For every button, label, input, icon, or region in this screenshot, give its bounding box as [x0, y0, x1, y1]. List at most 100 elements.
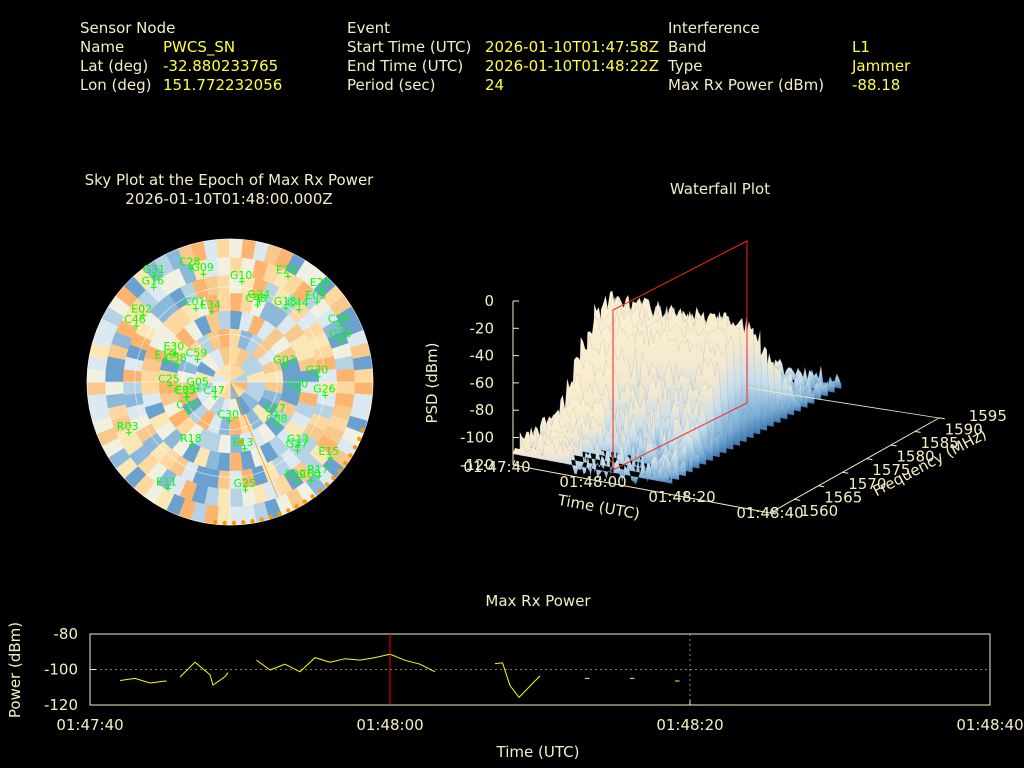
skyplot-satellite-marker [208, 308, 215, 315]
waterfall-x-tick [598, 475, 602, 482]
skyplot-satellite-marker [295, 442, 302, 449]
skyplot-satellite-marker [174, 361, 181, 368]
skyplot-satellite-label: R03 [117, 420, 139, 433]
waterfall-z-tick-label: -100 [460, 429, 494, 447]
maxpower-series-line [119, 677, 167, 684]
skyplot-cell [122, 381, 142, 396]
skyplot-satellite-marker [195, 385, 202, 392]
waterfall-y-tick-label: 1585 [921, 434, 959, 452]
skyplot-cell [140, 381, 160, 396]
event-period-value: 24 [485, 76, 505, 94]
waterfall-x-tick [683, 491, 687, 498]
maxpower-x-tick-label: 01:48:40 [956, 716, 1023, 734]
skyplot-obstruction-point [294, 504, 299, 509]
waterfall-y-tick-label: 1560 [800, 502, 838, 520]
skyplot-satellite-label: C48 [246, 292, 268, 305]
skyplot-obstruction-point [360, 428, 365, 433]
skyplot-obstruction-point [286, 508, 291, 513]
sensor-lon-value: 151.772232056 [163, 76, 283, 94]
skyplot-satellite-marker [226, 417, 233, 424]
skyplot-satellite-label: E24 [310, 276, 331, 289]
sensor-name-value: PWCS_SN [163, 38, 236, 56]
sensor-name-label: Name [80, 38, 125, 56]
waterfall-x-tick-label: 01:48:20 [648, 488, 715, 506]
waterfall-x-axis [512, 464, 771, 514]
skyplot-obstruction-point [302, 499, 307, 504]
skyplot-cell [104, 381, 124, 396]
skyplot-cell [354, 368, 374, 383]
skyplot-satellite-marker [133, 322, 140, 329]
skyplot-satellite-marker [172, 350, 179, 357]
skyplot-satellite-label: E27 [265, 402, 286, 415]
skyplot-satellite-marker [163, 358, 170, 365]
interference-type-value: Jammer [852, 57, 911, 75]
skyplot-obstruction-point [343, 461, 348, 466]
skyplot-satellite-label: E15 [318, 445, 339, 458]
skyplot-cell [216, 256, 231, 276]
skyplot-satellite-marker [273, 412, 280, 419]
skyplot-satellite-marker [254, 302, 261, 309]
skyplot-satellite-label: C59 [186, 347, 208, 360]
waterfall-y-tick [818, 485, 825, 488]
maxpower-x-axis-label: Time (UTC) [496, 743, 580, 761]
waterfall-z-tick-label: -80 [470, 401, 495, 419]
skyplot-satellite-label: C60 [299, 467, 321, 480]
skyplot-satellite-marker [165, 485, 172, 492]
maxpower-x-tick-label: 01:47:40 [56, 716, 123, 734]
skyplot-satellite-marker [314, 373, 321, 380]
skyplot-satellite-marker [293, 477, 300, 484]
skyplot-satellite-label: C30 [217, 408, 239, 421]
skyplot-cell [216, 274, 231, 294]
waterfall-y-tick [794, 498, 801, 501]
skyplot-satellite-label: E30 [163, 340, 184, 353]
skyplot-satellite-label: C01 [184, 296, 206, 309]
skyplot-satellite-label: G25 [234, 477, 257, 490]
skyplot-satellite-label: E20 [276, 263, 297, 276]
skyplot-satellite-label: E05 [305, 289, 326, 302]
waterfall-x-tick [769, 507, 773, 514]
skyplot-satellite-marker [125, 429, 132, 436]
waterfall-epoch-plane [612, 240, 748, 471]
skyplot-obstruction-point [277, 511, 282, 517]
skyplot-satellite-marker [294, 447, 301, 454]
waterfall-y-tick-label: 1575 [872, 461, 910, 479]
skyplot-satellite-label: C28 [179, 256, 201, 269]
event-start-label: Start Time (UTC) [347, 38, 472, 56]
maxpower-x-tick-label: 01:48:00 [356, 716, 423, 734]
skyplot-cell [229, 238, 244, 258]
sensor-heading: Sensor Node [80, 19, 176, 37]
waterfall-x-axis-label: Time (UTC) [555, 491, 641, 523]
maxpower-series-line [256, 653, 436, 673]
skyplot-satellite-marker [296, 306, 303, 313]
event-start-value: 2026-01-10T01:47:58Z [485, 38, 659, 56]
skyplot-cell [336, 381, 356, 396]
maxpower-y-axis-label: Power (dBm) [6, 622, 24, 718]
skyplot-satellite-marker [140, 312, 147, 319]
skyplot-bearing-line [229, 381, 279, 499]
skyplot-satellite-marker [308, 477, 315, 484]
skyplot-cell [86, 381, 106, 396]
waterfall-back-edge [747, 387, 940, 419]
skyplot-obstruction-point [356, 436, 362, 442]
skyplot-satellite-label: G09 [191, 261, 214, 274]
skyplot-satellite-label: E19 [155, 348, 176, 361]
skyplot-obstruction-point [250, 518, 255, 524]
waterfall-z-axis-label: PSD (dBm) [423, 342, 441, 423]
maxpower-series-line [494, 662, 541, 699]
skyplot-satellite-marker [316, 473, 323, 480]
waterfall-y-tick [914, 430, 921, 433]
skyplot-satellite-marker [185, 408, 192, 415]
skyplot-obstruction-point [310, 494, 315, 499]
skyplot-satellite-marker [194, 356, 201, 363]
skyplot-satellite-label: C20 [287, 377, 309, 390]
event-period-label: Period (sec) [347, 76, 436, 94]
waterfall-y-tick [890, 444, 897, 447]
skyplot-obstruction-point [337, 468, 342, 473]
skyplot-satellite-label: E11 [156, 475, 177, 488]
waterfall-z-tick-label: 0 [484, 292, 494, 310]
skyplot-satellite-label: G18 [274, 295, 297, 308]
interference-type-label: Type [668, 57, 703, 75]
skyplot-cell [104, 368, 124, 383]
skyplot-satellite-label: E02 [131, 302, 152, 315]
skyplot-obstruction-point [352, 445, 358, 450]
